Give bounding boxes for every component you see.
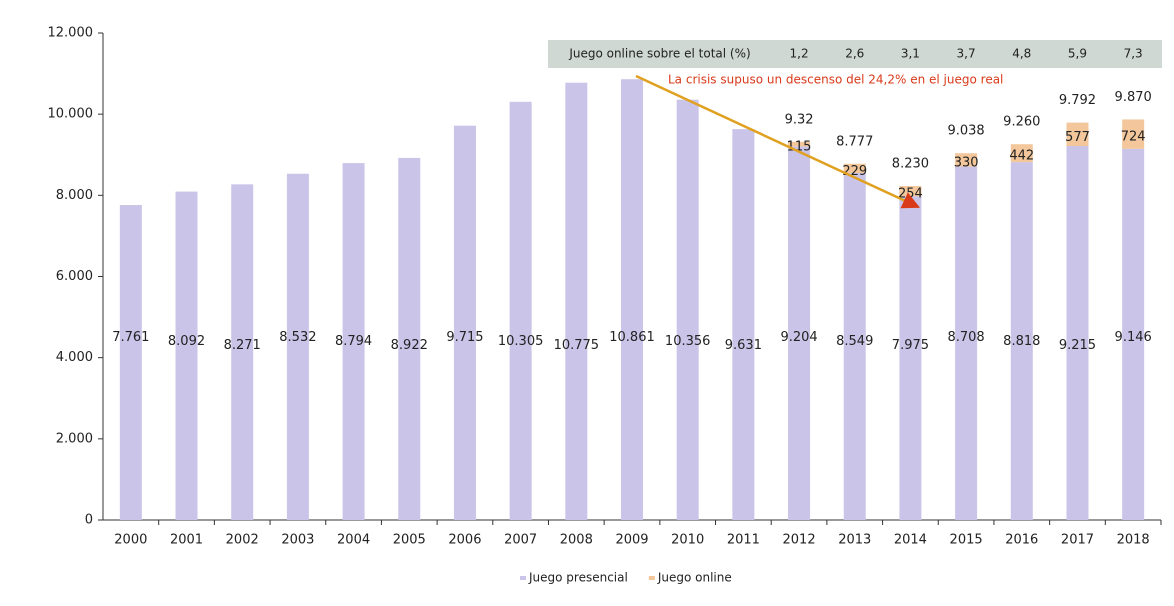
x-tick-label: 2005 <box>393 533 426 548</box>
bar-segment <box>1010 144 1033 163</box>
value-label: 10.861 <box>609 330 655 345</box>
y-tick-label: 0 <box>85 513 93 528</box>
value-label: 724 <box>1121 130 1146 145</box>
bar-segment <box>955 153 978 167</box>
x-tick-label: 2014 <box>894 533 927 548</box>
value-label: 115 <box>787 140 812 155</box>
value-label: 330 <box>954 155 979 170</box>
y-tick-label: 4.000 <box>56 350 93 365</box>
bar-segment <box>509 101 532 520</box>
bar-segment <box>398 157 421 520</box>
x-tick-label: 2016 <box>1005 533 1038 548</box>
total-label: 9.870 <box>1115 90 1152 105</box>
share-value: 5,9 <box>1068 47 1087 61</box>
y-tick-label: 12.000 <box>48 26 94 41</box>
x-tick-label: 2018 <box>1117 533 1150 548</box>
x-tick-label: 2007 <box>504 533 537 548</box>
share-value: 3,1 <box>901 47 920 61</box>
bar-segment <box>899 186 922 197</box>
bar-segment <box>732 129 755 521</box>
value-label: 8.532 <box>279 330 316 345</box>
x-tick-label: 2003 <box>281 533 314 548</box>
total-label: 8.777 <box>836 134 873 149</box>
legend-label: Juego online <box>657 571 732 585</box>
value-label: 10.356 <box>665 334 711 349</box>
x-tick-label: 2002 <box>226 533 259 548</box>
bar-segment <box>676 99 699 521</box>
y-tick-label: 6.000 <box>56 269 93 284</box>
share-value: 1,2 <box>790 47 809 61</box>
x-tick-label: 2010 <box>671 533 704 548</box>
bar-segment <box>119 205 142 520</box>
bar-segment <box>843 173 866 520</box>
bar-segment <box>788 141 811 147</box>
bar-segment <box>843 163 866 174</box>
value-label: 442 <box>1009 149 1034 164</box>
bar-segment <box>1066 146 1089 520</box>
x-tick-label: 2008 <box>560 533 593 548</box>
value-label: 8.549 <box>836 334 873 349</box>
value-label: 8.794 <box>335 334 372 349</box>
value-label: 8.922 <box>391 338 428 353</box>
value-label: 10.305 <box>498 334 544 349</box>
bar-segment <box>955 166 978 520</box>
bar-segment <box>1122 119 1145 149</box>
x-tick-label: 2011 <box>727 533 760 548</box>
share-value: 3,7 <box>957 47 976 61</box>
bar-segment <box>899 196 922 521</box>
x-tick-label: 2017 <box>1061 533 1094 548</box>
annotation-arrow <box>635 74 921 209</box>
bar-segment <box>788 146 811 520</box>
total-label: 9.792 <box>1059 93 1096 108</box>
bar-segment <box>453 125 476 521</box>
value-label: 8.092 <box>168 334 205 349</box>
x-tick-label: 2009 <box>615 533 648 548</box>
value-label: 577 <box>1065 130 1090 145</box>
value-label: 8.818 <box>1003 334 1040 349</box>
legend-swatch <box>520 576 526 580</box>
x-tick-label: 2015 <box>950 533 983 548</box>
x-tick-label: 2006 <box>448 533 481 548</box>
bar-segment <box>621 79 643 520</box>
legend-swatch <box>648 576 655 580</box>
bar-segment <box>231 184 254 520</box>
bar-segment <box>175 191 198 520</box>
bar-segment <box>342 163 365 520</box>
value-label: 9.715 <box>446 330 483 345</box>
total-label: 9.038 <box>947 124 984 139</box>
value-label: 9.204 <box>780 330 817 345</box>
value-label: 9.631 <box>725 338 762 353</box>
bar-segment <box>1122 148 1145 520</box>
y-tick-label: 2.000 <box>56 431 93 446</box>
bar-segment <box>1066 122 1089 147</box>
value-label: 10.775 <box>554 338 600 353</box>
share-value: 4,8 <box>1012 47 1031 61</box>
value-label: 9.146 <box>1115 330 1152 345</box>
x-tick-label: 2013 <box>838 533 871 548</box>
share-label: Juego online sobre el total (%) <box>568 47 750 61</box>
share-table <box>548 40 1162 68</box>
x-tick-label: 2000 <box>114 533 147 548</box>
x-tick-label: 2001 <box>170 533 203 548</box>
total-label: 9.32 <box>785 112 814 127</box>
value-label: 7.975 <box>892 338 929 353</box>
value-label: 7.761 <box>112 330 149 345</box>
value-label: 8.271 <box>224 338 261 353</box>
share-value: 2,6 <box>845 47 864 61</box>
total-label: 8.230 <box>892 156 929 171</box>
bar-segment <box>1010 162 1033 520</box>
total-label: 9.260 <box>1003 115 1040 130</box>
value-label: 8.708 <box>947 330 984 345</box>
bar-segment <box>565 82 588 520</box>
legend-label: Juego presencial <box>528 571 628 585</box>
y-tick-label: 8.000 <box>56 188 93 203</box>
bar-segment <box>286 173 309 521</box>
annotation: La crisis supuso un descenso del 24,2% e… <box>668 73 1003 87</box>
x-tick-label: 2012 <box>783 533 816 548</box>
y-tick-label: 10.000 <box>48 107 94 122</box>
share-value: 7,3 <box>1124 47 1143 61</box>
x-tick-label: 2004 <box>337 533 370 548</box>
value-label: 9.215 <box>1059 338 1096 353</box>
